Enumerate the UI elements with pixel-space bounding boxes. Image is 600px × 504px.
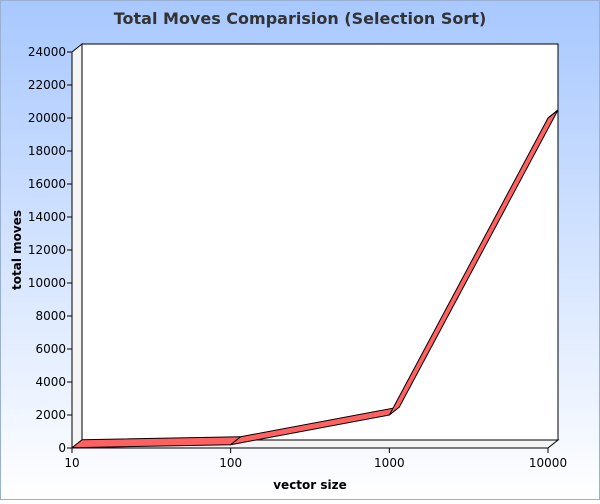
x-tick-label: 10 [64, 456, 79, 470]
x-axis: 10 100 1000 10000 [64, 448, 567, 470]
y-tick-label: 14000 [28, 210, 66, 224]
y-tick-label: 10000 [28, 276, 66, 290]
line-end-cap [547, 109, 559, 119]
x-tick-label: 10000 [529, 456, 567, 470]
x-axis-label: vector size [273, 478, 347, 492]
y-tick-label: 0 [58, 441, 66, 455]
y-axis-label: total moves [10, 210, 24, 290]
x-tick-label: 100 [219, 456, 242, 470]
x-tick-label: 1000 [374, 456, 405, 470]
y-tick-label: 22000 [28, 78, 66, 92]
plot-frame [70, 42, 560, 450]
y-tick-label: 4000 [35, 375, 66, 389]
y-tick-label: 6000 [35, 342, 66, 356]
chart-title: Total Moves Comparision (Selection Sort) [114, 9, 487, 28]
y-tick-label: 18000 [28, 144, 66, 158]
y-tick-label: 8000 [35, 309, 66, 323]
y-tick-label: 24000 [28, 45, 66, 59]
y-tick-label: 12000 [28, 243, 66, 257]
y-tick-label: 2000 [35, 408, 66, 422]
y-tick-label: 20000 [28, 111, 66, 125]
y-axis: 0 2000 4000 6000 8000 10000 12000 14000 16000 180… [28, 45, 72, 455]
y-tick-label: 16000 [28, 177, 66, 191]
series-layer [71, 109, 559, 449]
plot-left-wall [71, 42, 83, 450]
